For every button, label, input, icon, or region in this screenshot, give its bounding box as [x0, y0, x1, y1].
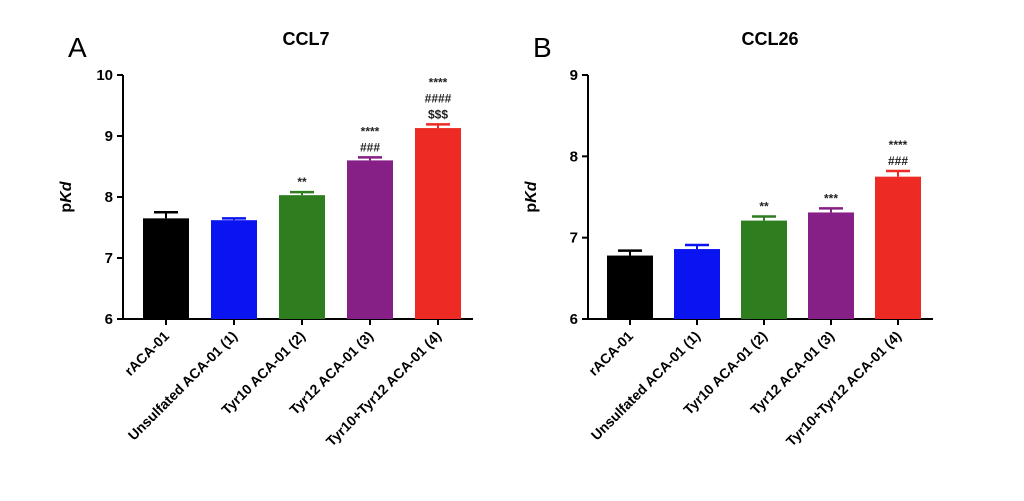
significance-label: #### [425, 91, 452, 105]
bar [741, 220, 787, 319]
x-category-label: rACA-01 [121, 328, 172, 379]
y-tick-label: 7 [105, 250, 113, 267]
bar [674, 249, 720, 319]
significance-label: ** [297, 175, 307, 189]
bar [211, 220, 257, 319]
significance-label: ### [888, 154, 908, 168]
significance-label: **** [361, 124, 380, 138]
chart-title-a: CCL7 [282, 29, 329, 49]
y-tick-label: 9 [105, 128, 113, 145]
bar [607, 255, 653, 319]
y-tick-label: 8 [570, 148, 578, 165]
y-tick-label: 6 [105, 311, 113, 328]
significance-label: *** [824, 191, 838, 205]
y-tick-label: 7 [570, 230, 578, 247]
y-tick-label: 10 [96, 67, 113, 84]
bar [808, 212, 854, 319]
significance-label: **** [889, 138, 908, 152]
chart-title-b: CCL26 [741, 29, 798, 49]
x-category-label: Unsulfated ACA-01 (1) [125, 328, 240, 443]
bar [143, 218, 189, 319]
bar [875, 176, 921, 319]
x-category-label: Tyr10+Tyr12 ACA-01 (4) [323, 328, 444, 449]
bar [279, 195, 325, 319]
x-category-label: rACA-01 [585, 328, 636, 379]
panel-letter-a: A [68, 32, 87, 63]
y-tick-label: 6 [570, 311, 578, 328]
bar [347, 160, 393, 319]
significance-label: $$$ [428, 107, 448, 121]
significance-label: **** [429, 75, 448, 89]
y-tick-label: 9 [570, 67, 578, 84]
x-category-label: Tyr10+Tyr12 ACA-01 (4) [783, 328, 904, 449]
bar [415, 128, 461, 319]
panel-letter-b: B [533, 32, 552, 63]
x-category-label: Unsulfated ACA-01 (1) [588, 328, 703, 443]
significance-label: ### [360, 140, 380, 154]
y-axis-label-b: pKd [523, 180, 540, 212]
significance-label: ** [759, 200, 769, 214]
y-axis-label-a: pKd [58, 180, 75, 212]
y-tick-label: 8 [105, 189, 113, 206]
